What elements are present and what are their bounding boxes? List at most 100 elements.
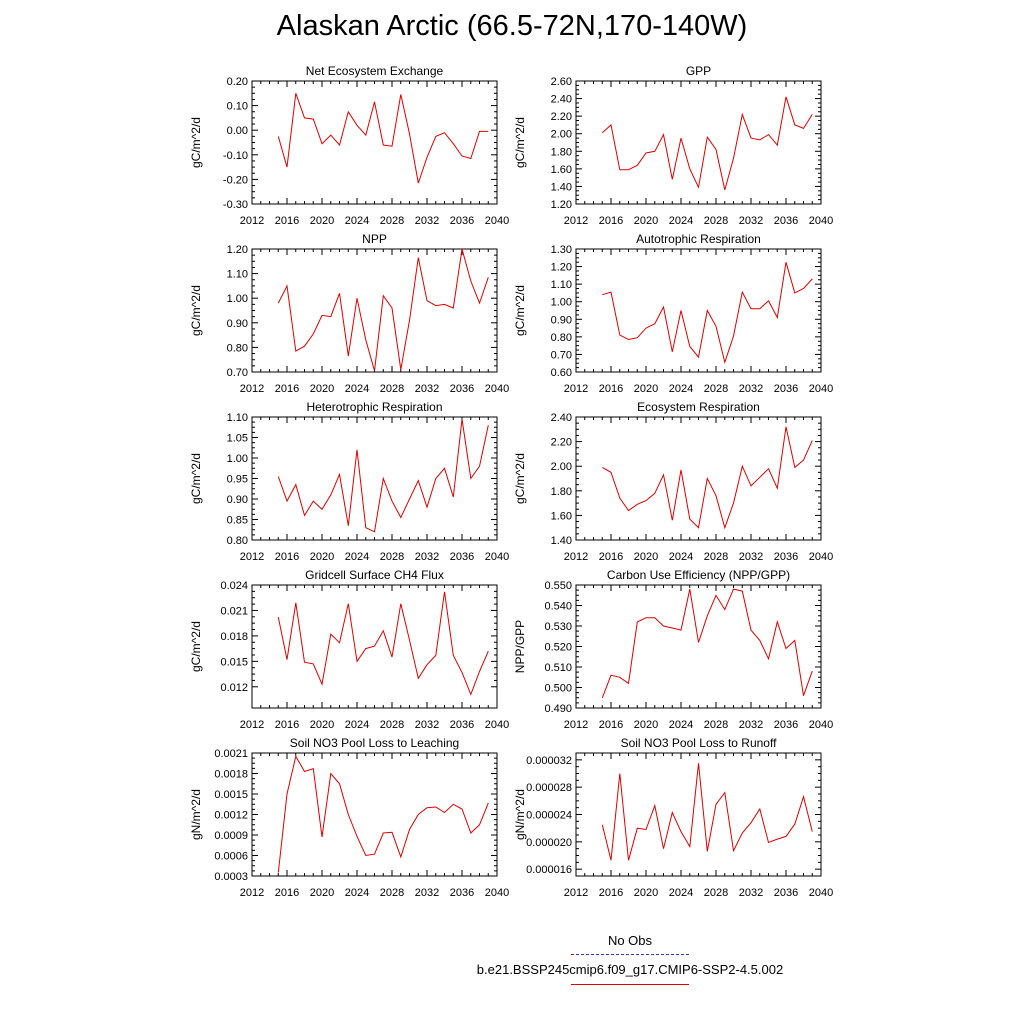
y-tick-label: 1.80 bbox=[551, 486, 572, 498]
y-tick-label: 1.20 bbox=[227, 244, 248, 256]
x-tick-label: 2024 bbox=[669, 383, 693, 395]
chart-title: Heterotrophic Respiration bbox=[306, 400, 442, 414]
x-tick-label: 2020 bbox=[310, 551, 334, 563]
x-tick-label: 2028 bbox=[704, 215, 728, 227]
x-tick-label: 2036 bbox=[450, 887, 474, 899]
chart-title: GPP bbox=[686, 64, 711, 78]
x-tick-label: 2012 bbox=[240, 719, 264, 731]
y-tick-label: 1.30 bbox=[551, 244, 572, 256]
legend-label-model-run: b.e21.BSSP245cmip6.f09_g17.CMIP6-SSP2-4.… bbox=[476, 962, 784, 977]
chart-panel-soil-no3-pool-loss-to-runoff: Soil NO3 Pool Loss to RunoffgN/m^2/d0.00… bbox=[513, 736, 833, 899]
y-tick-label: 0.540 bbox=[544, 601, 572, 613]
y-tick-label: 0.000016 bbox=[526, 864, 572, 876]
x-tick-label: 2024 bbox=[345, 215, 369, 227]
plot-frame bbox=[251, 248, 498, 373]
y-tick-label: 0.70 bbox=[551, 349, 572, 361]
y-tick-label: 2.40 bbox=[551, 94, 572, 106]
x-tick-label: 2020 bbox=[634, 551, 658, 563]
chart-panel-gridcell-surface-ch4-flux: Gridcell Surface CH4 Flux gC/m^2/d 0.012 0.… bbox=[189, 568, 509, 731]
plot-frame bbox=[575, 248, 822, 373]
x-tick-label: 2036 bbox=[774, 887, 798, 899]
y-tick-label: 0.10 bbox=[227, 101, 248, 113]
x-tick-label: 2012 bbox=[240, 551, 264, 563]
y-tick-label: 0.000032 bbox=[526, 755, 572, 767]
y-tick-label: 0.0006 bbox=[214, 851, 248, 863]
x-tick-label: 2032 bbox=[739, 887, 763, 899]
x-tick-label: 2016 bbox=[599, 551, 623, 563]
x-tick-label: 2036 bbox=[774, 551, 798, 563]
chart-title: Carbon Use Efficiency (NPP/GPP) bbox=[607, 568, 790, 582]
x-tick-label: 2036 bbox=[450, 383, 474, 395]
x-tick-label: 2012 bbox=[240, 215, 264, 227]
y-tick-label: 0.530 bbox=[544, 621, 572, 633]
x-tick-label: 2016 bbox=[599, 719, 623, 731]
series-line bbox=[277, 419, 489, 533]
x-tick-label: 2024 bbox=[669, 215, 693, 227]
x-tick-label: 2012 bbox=[564, 551, 588, 563]
x-tick-label: 2012 bbox=[564, 215, 588, 227]
x-tick-label: 2020 bbox=[310, 887, 334, 899]
x-tick-label: 2024 bbox=[345, 383, 369, 395]
x-tick-label: 2012 bbox=[564, 383, 588, 395]
y-tick-label: 1.60 bbox=[551, 164, 572, 176]
x-tick-label: 2032 bbox=[739, 383, 763, 395]
y-tick-label: 1.05 bbox=[227, 433, 248, 445]
chart-panel-carbon-use-efficiency-npp-gpp: Carbon Use Efficiency (NPP/GPP) NPP/GPP 0.… bbox=[513, 568, 833, 731]
y-tick-label: 0.00 bbox=[227, 125, 248, 137]
x-tick-label: 2024 bbox=[345, 887, 369, 899]
x-tick-label: 2012 bbox=[240, 887, 264, 899]
x-tick-label: 2020 bbox=[634, 383, 658, 395]
y-tick-label: 0.80 bbox=[551, 332, 572, 344]
chart-panel-net-ecosystem-exchange: Net Ecosystem Exchange gC/m^2/d -0.30 -0.20… bbox=[189, 64, 509, 227]
x-tick-label: 2020 bbox=[634, 719, 658, 731]
y-tick-label: -0.30 bbox=[223, 199, 248, 211]
legend-label-no-obs: No Obs bbox=[607, 933, 653, 948]
y-tick-label: 1.60 bbox=[551, 510, 572, 522]
x-tick-label: 2012 bbox=[240, 383, 264, 395]
x-tick-label: 2040 bbox=[809, 719, 833, 731]
y-tick-label: 1.40 bbox=[551, 535, 572, 547]
x-tick-label: 2016 bbox=[275, 719, 299, 731]
x-tick-label: 2036 bbox=[450, 719, 474, 731]
y-tick-label: 0.0009 bbox=[214, 830, 248, 842]
x-tick-label: 2016 bbox=[599, 383, 623, 395]
series-line bbox=[602, 426, 813, 530]
series-line bbox=[277, 248, 489, 371]
x-tick-label: 2028 bbox=[380, 215, 404, 227]
x-tick-label: 2032 bbox=[415, 383, 439, 395]
x-tick-label: 2040 bbox=[485, 719, 509, 731]
y-tick-label: 0.95 bbox=[227, 474, 248, 486]
y-tick-label: 1.00 bbox=[551, 297, 572, 309]
series-line bbox=[601, 763, 813, 861]
y-tick-label: 0.90 bbox=[227, 318, 248, 330]
x-tick-label: 2032 bbox=[739, 551, 763, 563]
y-tick-label: 0.0003 bbox=[214, 871, 248, 883]
y-tick-label: -0.20 bbox=[223, 174, 248, 186]
y-tick-label: 2.20 bbox=[551, 111, 572, 123]
y-axis-label: gC/m^2/d bbox=[513, 453, 527, 504]
x-tick-label: 2024 bbox=[669, 551, 693, 563]
x-tick-label: 2028 bbox=[704, 719, 728, 731]
y-tick-label: 1.10 bbox=[227, 412, 248, 424]
x-tick-label: 2028 bbox=[704, 383, 728, 395]
y-tick-label: 2.40 bbox=[551, 412, 572, 424]
y-tick-label: 1.20 bbox=[551, 199, 572, 211]
y-tick-label: 0.021 bbox=[220, 605, 248, 617]
y-axis-label: gC/m^2/d bbox=[189, 117, 203, 168]
x-tick-label: 2032 bbox=[415, 887, 439, 899]
x-tick-label: 2032 bbox=[415, 215, 439, 227]
x-tick-label: 2040 bbox=[485, 887, 509, 899]
x-tick-label: 2028 bbox=[380, 551, 404, 563]
x-tick-label: 2032 bbox=[415, 551, 439, 563]
series-line bbox=[601, 588, 813, 698]
y-tick-label: 0.0021 bbox=[214, 748, 248, 760]
plot-frame bbox=[575, 752, 822, 877]
y-axis-label: gC/m^2/d bbox=[513, 285, 527, 336]
chart-title: Autotrophic Respiration bbox=[636, 232, 761, 246]
y-tick-label: 0.550 bbox=[544, 580, 572, 592]
chart-panel-npp: NPP gC/m^2/d 0.70 0.80 0.90 1.00 1.10 1.20 2012 2… bbox=[189, 232, 509, 395]
y-tick-label: 0.20 bbox=[227, 76, 248, 88]
x-tick-label: 2012 bbox=[564, 887, 588, 899]
y-tick-label: 0.85 bbox=[227, 515, 248, 527]
